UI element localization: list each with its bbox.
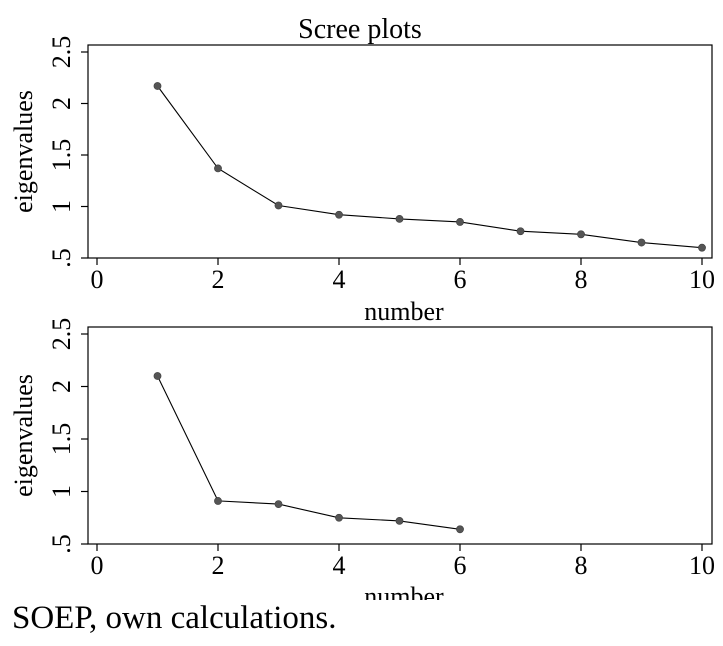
y-tick-label: 2.5 <box>47 36 76 69</box>
y-axis-label: eigenvalues <box>9 374 38 497</box>
data-point <box>335 513 343 522</box>
x-tick-label: 8 <box>575 551 588 580</box>
data-point <box>516 227 525 236</box>
data-point <box>456 218 464 226</box>
y-tick-label: .5 <box>47 248 76 268</box>
x-axis-label: number <box>364 297 444 326</box>
plot-frame <box>87 326 713 545</box>
y-tick-label: 1 <box>47 200 76 213</box>
data-point <box>335 210 343 219</box>
x-tick-label: 6 <box>454 551 467 580</box>
data-point <box>274 500 283 508</box>
source-caption: SOEP, own calculations. <box>12 600 337 636</box>
x-tick-label: 8 <box>575 265 588 294</box>
x-tick-label: 4 <box>333 265 346 294</box>
plot-frame <box>87 44 713 259</box>
data-point <box>637 238 646 247</box>
y-tick-label: 1 <box>47 485 76 498</box>
y-tick-label: 1.5 <box>47 423 76 456</box>
series-line <box>157 375 461 530</box>
series-line <box>157 85 703 249</box>
data-point <box>153 82 162 90</box>
data-point <box>698 243 706 252</box>
data-point <box>274 201 283 210</box>
data-point <box>456 525 464 534</box>
data-point <box>214 164 222 173</box>
x-tick-label: 0 <box>91 551 104 580</box>
chart-title: Scree plots <box>298 14 422 45</box>
y-tick-label: 2.5 <box>47 318 76 351</box>
bottom-scree-plot-panel: .5 1 1.5 2 2.5 0 2 4 6 8 10 number eigenvalues <box>9 318 715 600</box>
x-tick-label: 10 <box>689 265 715 294</box>
data-point <box>153 372 162 380</box>
top-scree-plot-panel: .5 1 1.5 2 2.5 0 2 4 6 8 10 number eigenvalues <box>9 36 715 326</box>
x-tick-label: 6 <box>454 265 467 294</box>
x-axis-label: number <box>364 582 444 600</box>
y-tick-label: 2 <box>47 380 76 393</box>
data-point <box>577 230 585 239</box>
scree-plots-figure: Scree plots .511.522.50 2 4 6 8 10numbereigen… <box>9 14 715 600</box>
y-tick-label: 2 <box>47 97 76 110</box>
data-point <box>214 497 222 505</box>
y-axis-label: eigenvalues <box>9 90 38 213</box>
data-point <box>395 517 404 525</box>
x-tick-label: 2 <box>212 551 225 580</box>
x-tick-label: 0 <box>91 265 104 294</box>
x-tick-label: 4 <box>333 551 346 580</box>
data-point <box>395 214 404 223</box>
x-tick-label: 2 <box>212 265 225 294</box>
y-tick-label: .5 <box>47 534 76 554</box>
x-tick-label: 10 <box>689 551 715 580</box>
y-tick-label: 1.5 <box>47 139 76 172</box>
